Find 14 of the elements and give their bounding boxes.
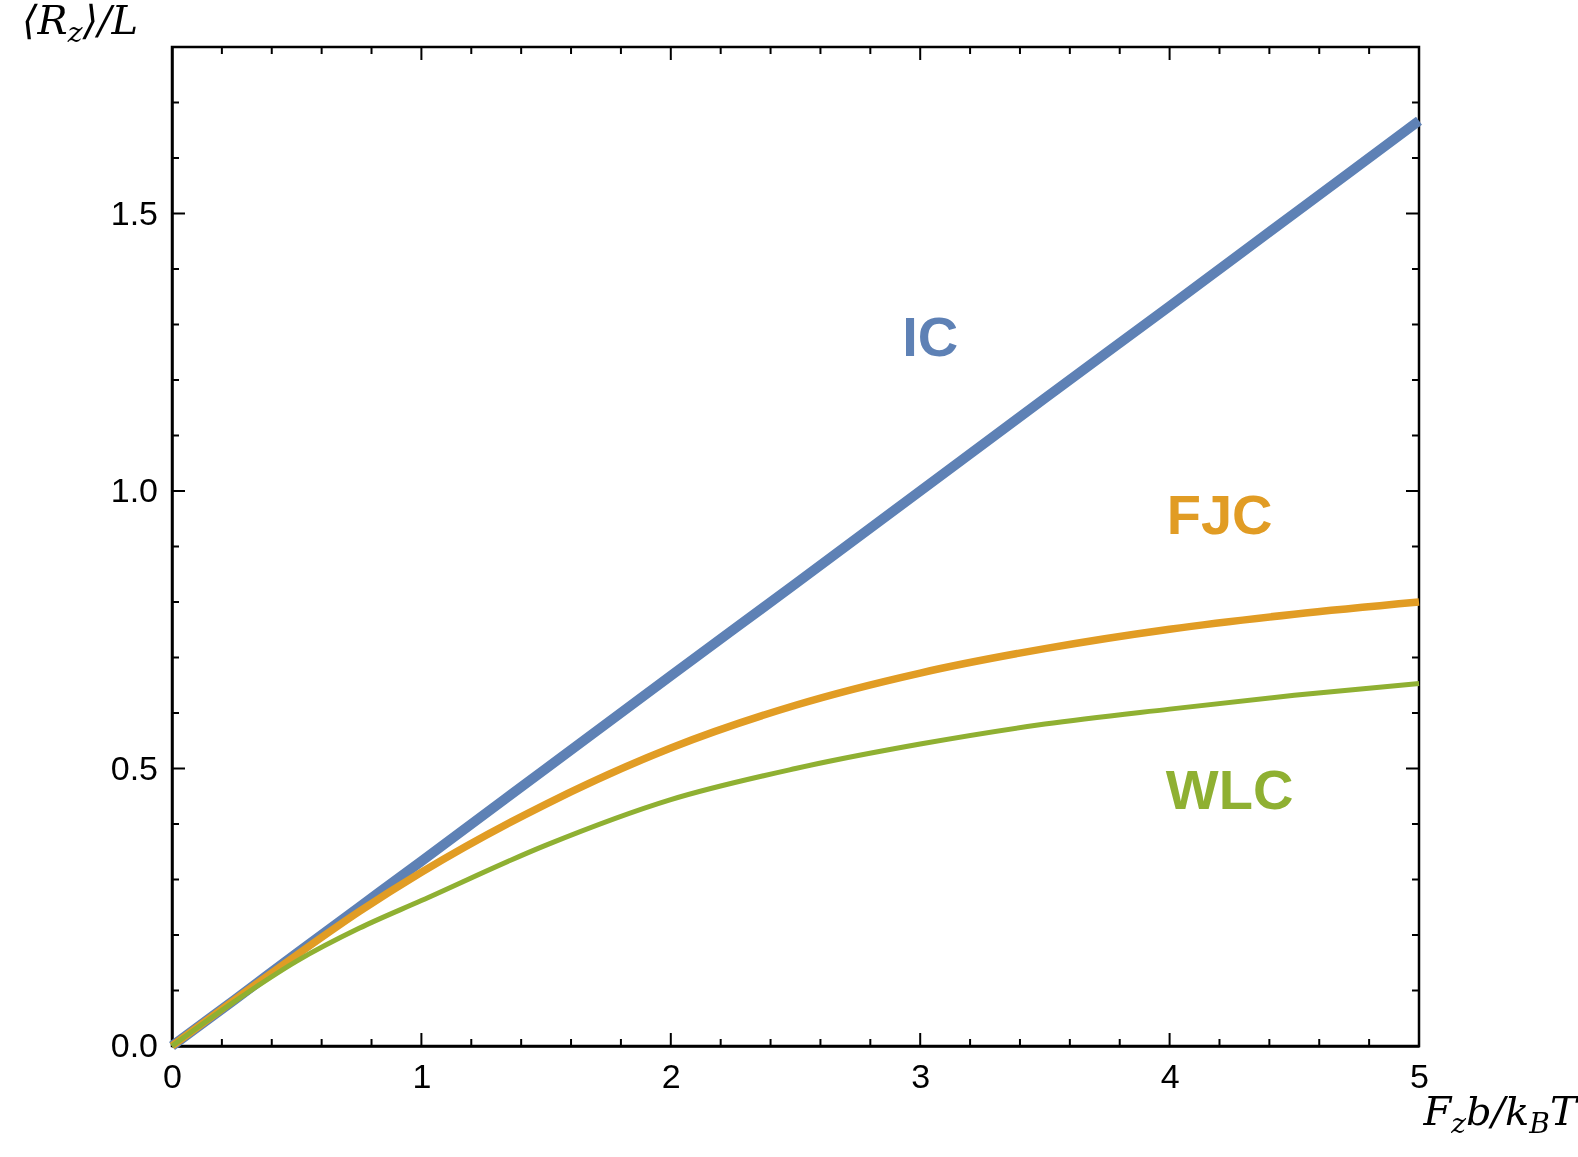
y-axis-title: ⟨R$_{z}$⟩/L bbox=[21, 0, 139, 50]
x-tick-label: 3 bbox=[911, 1057, 931, 1096]
x-tick-label: 4 bbox=[1160, 1057, 1180, 1096]
x-tick-label: 5 bbox=[1410, 1057, 1429, 1096]
x-tick-label: 2 bbox=[661, 1057, 681, 1096]
y-tick-label: 0.5 bbox=[110, 748, 158, 787]
series-label: FJC bbox=[1166, 482, 1273, 546]
x-tick-label: 0 bbox=[163, 1057, 182, 1096]
x-tick-label: 1 bbox=[412, 1057, 432, 1096]
y-tick-label: 1.5 bbox=[110, 193, 158, 232]
y-tick-label: 0.0 bbox=[110, 1026, 158, 1065]
series-label: WLC bbox=[1165, 757, 1294, 821]
y-tick-label: 1.0 bbox=[110, 471, 158, 510]
series-label: IC bbox=[902, 304, 959, 368]
